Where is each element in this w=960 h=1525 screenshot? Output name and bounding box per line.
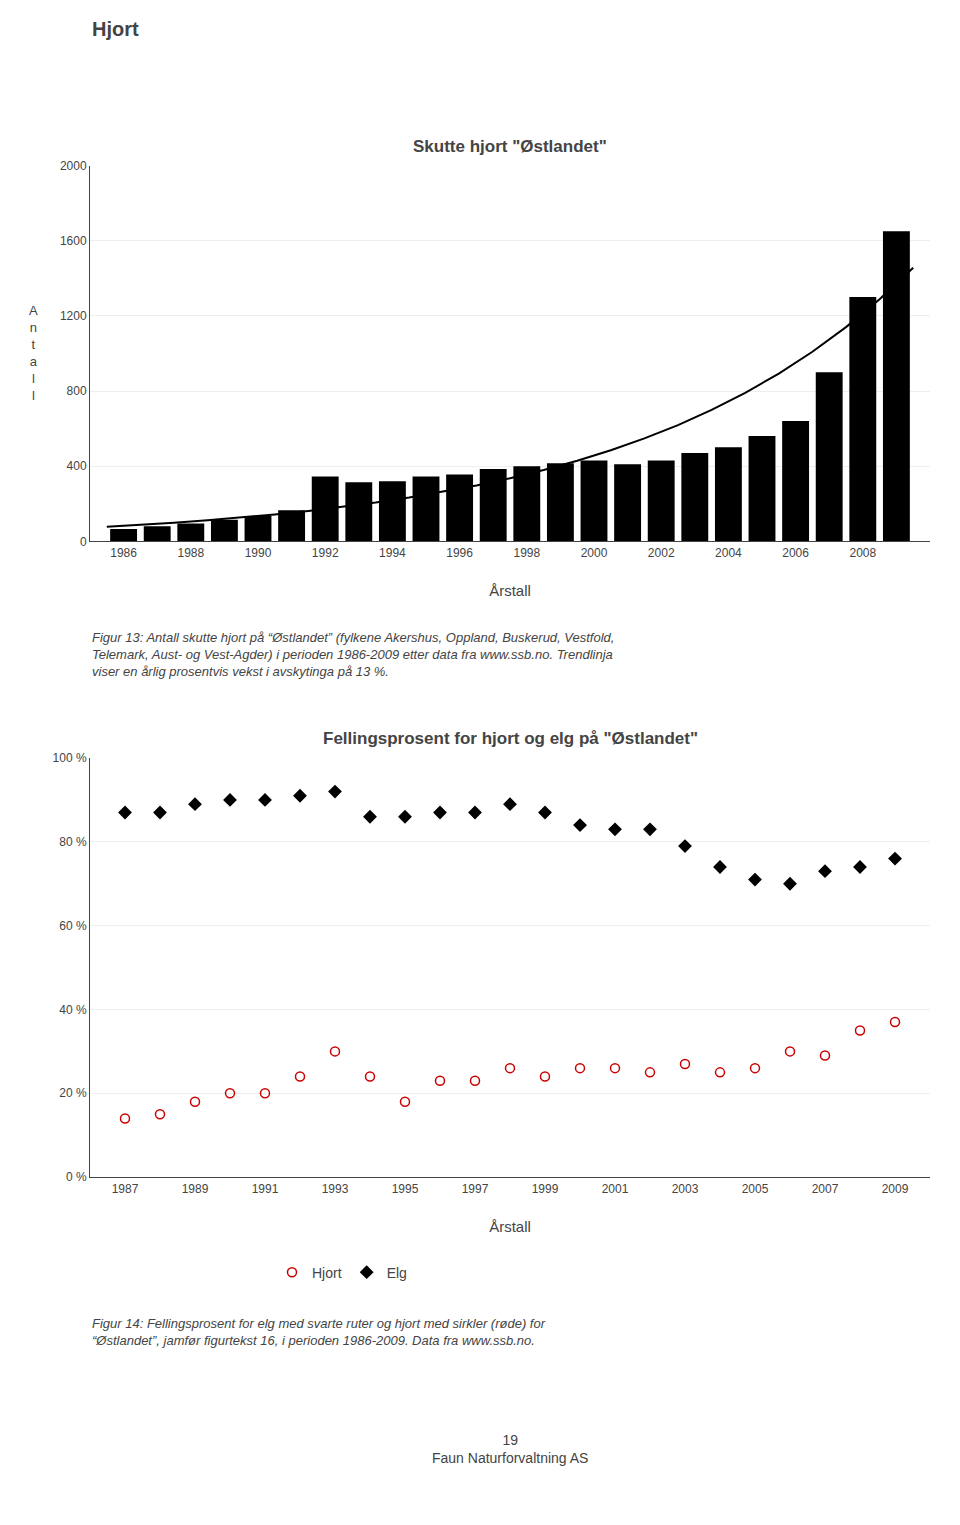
svg-text:0 %: 0 % xyxy=(66,1170,87,1184)
svg-text:1994: 1994 xyxy=(379,546,406,560)
svg-text:1986: 1986 xyxy=(110,546,137,560)
svg-text:1991: 1991 xyxy=(252,1182,279,1196)
svg-text:Figur 14: Fellingsprosent for: Figur 14: Fellingsprosent for elg med sv… xyxy=(92,1316,546,1348)
svg-text:2005: 2005 xyxy=(742,1182,769,1196)
svg-text:2008: 2008 xyxy=(849,546,876,560)
svg-text:1996: 1996 xyxy=(446,546,473,560)
svg-text:2000: 2000 xyxy=(581,546,608,560)
svg-text:0: 0 xyxy=(80,535,87,549)
svg-text:2003: 2003 xyxy=(672,1182,699,1196)
svg-text:1600: 1600 xyxy=(60,234,87,248)
svg-text:40 %: 40 % xyxy=(59,1003,87,1017)
svg-text:1998: 1998 xyxy=(513,546,540,560)
svg-text:Årstall: Årstall xyxy=(489,1218,531,1235)
svg-text:Hjort: Hjort xyxy=(92,18,139,40)
svg-text:Årstall: Årstall xyxy=(489,582,531,599)
svg-text:Elg: Elg xyxy=(387,1265,407,1281)
svg-text:1999: 1999 xyxy=(532,1182,559,1196)
svg-text:1988: 1988 xyxy=(177,546,204,560)
svg-text:1993: 1993 xyxy=(322,1182,349,1196)
svg-text:20 %: 20 % xyxy=(59,1086,87,1100)
svg-text:Antall: Antall xyxy=(29,303,38,403)
svg-text:80 %: 80 % xyxy=(59,835,87,849)
svg-text:2001: 2001 xyxy=(602,1182,629,1196)
svg-text:Skutte hjort "Østlandet": Skutte hjort "Østlandet" xyxy=(413,137,607,156)
svg-text:1995: 1995 xyxy=(392,1182,419,1196)
svg-text:2004: 2004 xyxy=(715,546,742,560)
svg-text:Hjort: Hjort xyxy=(312,1265,342,1281)
svg-text:1997: 1997 xyxy=(462,1182,489,1196)
svg-text:1987: 1987 xyxy=(112,1182,139,1196)
svg-text:2002: 2002 xyxy=(648,546,675,560)
svg-text:400: 400 xyxy=(67,459,87,473)
svg-text:2006: 2006 xyxy=(782,546,809,560)
svg-text:Fellingsprosent for hjort og e: Fellingsprosent for hjort og elg på "Øst… xyxy=(323,729,698,748)
svg-text:2000: 2000 xyxy=(60,159,87,173)
svg-text:1200: 1200 xyxy=(60,309,87,323)
svg-text:800: 800 xyxy=(67,384,87,398)
svg-text:Figur 13: Antall skutte hjort: Figur 13: Antall skutte hjort på “Østlan… xyxy=(92,630,614,679)
svg-text:60 %: 60 % xyxy=(59,919,87,933)
svg-text:2009: 2009 xyxy=(882,1182,909,1196)
svg-text:1989: 1989 xyxy=(182,1182,209,1196)
svg-text:1992: 1992 xyxy=(312,546,339,560)
svg-text:1990: 1990 xyxy=(245,546,272,560)
svg-text:19Faun Naturforvaltning AS: 19Faun Naturforvaltning AS xyxy=(432,1432,588,1466)
svg-text:2007: 2007 xyxy=(812,1182,839,1196)
svg-text:100 %: 100 % xyxy=(53,751,87,765)
